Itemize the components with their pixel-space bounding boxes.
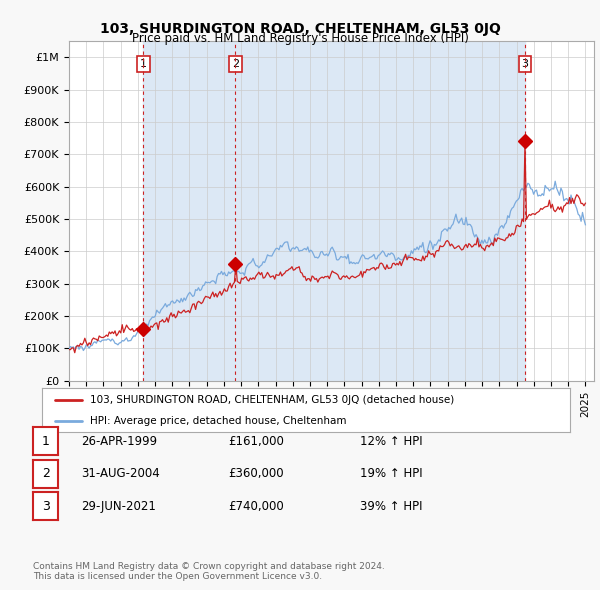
Text: 3: 3 [521, 59, 529, 69]
Text: 29-JUN-2021: 29-JUN-2021 [81, 500, 156, 513]
Bar [235, 41, 525, 381]
Text: HPI: Average price, detached house, Cheltenham: HPI: Average price, detached house, Chel… [89, 416, 346, 426]
Text: 31-AUG-2004: 31-AUG-2004 [81, 467, 160, 480]
Text: 2: 2 [232, 59, 239, 69]
Text: 12% ↑ HPI: 12% ↑ HPI [360, 435, 422, 448]
Text: 26-APR-1999: 26-APR-1999 [81, 435, 157, 448]
Text: 19% ↑ HPI: 19% ↑ HPI [360, 467, 422, 480]
Text: 103, SHURDINGTON ROAD, CHELTENHAM, GL53 0JQ (detached house): 103, SHURDINGTON ROAD, CHELTENHAM, GL53 … [89, 395, 454, 405]
Text: 103, SHURDINGTON ROAD, CHELTENHAM, GL53 0JQ: 103, SHURDINGTON ROAD, CHELTENHAM, GL53 … [100, 22, 500, 36]
Text: 1: 1 [140, 59, 147, 69]
Text: Price paid vs. HM Land Registry's House Price Index (HPI): Price paid vs. HM Land Registry's House … [131, 32, 469, 45]
Text: £360,000: £360,000 [228, 467, 284, 480]
Text: Contains HM Land Registry data © Crown copyright and database right 2024.
This d: Contains HM Land Registry data © Crown c… [33, 562, 385, 581]
Text: £161,000: £161,000 [228, 435, 284, 448]
Text: 1: 1 [41, 435, 50, 448]
Text: 2: 2 [41, 467, 50, 480]
Bar [143, 41, 235, 381]
Text: £740,000: £740,000 [228, 500, 284, 513]
Text: 39% ↑ HPI: 39% ↑ HPI [360, 500, 422, 513]
Text: 3: 3 [41, 500, 50, 513]
